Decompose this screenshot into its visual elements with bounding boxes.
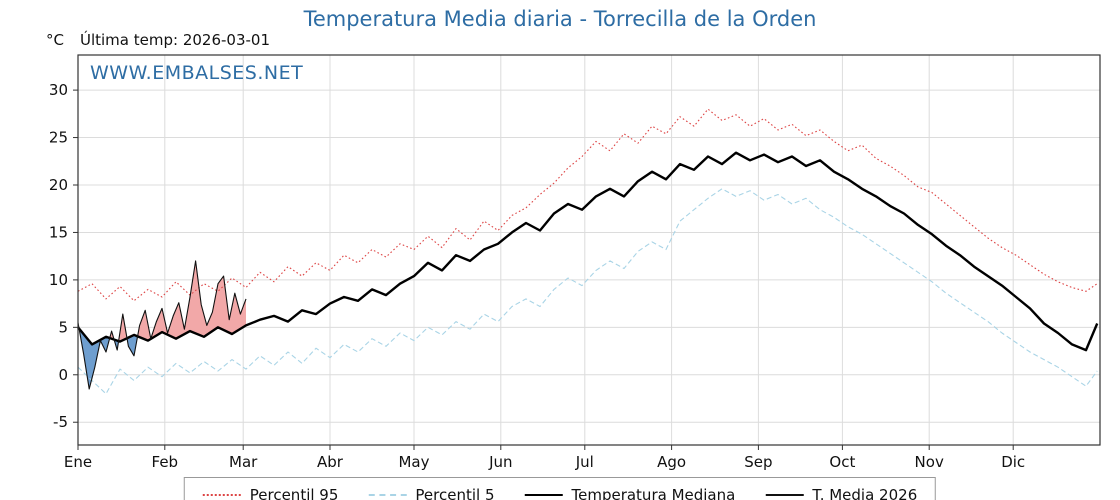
y-tick-label: 20	[49, 176, 68, 194]
legend-line-sample	[765, 494, 804, 496]
legend-line-sample	[202, 494, 241, 496]
legend-label: Temperatura Mediana	[571, 486, 736, 500]
legend-item-t-media-2026: T. Media 2026	[765, 486, 917, 500]
x-tick-label: Ene	[64, 453, 92, 471]
x-tick-label: Abr	[317, 453, 344, 471]
x-tick-label: Jun	[488, 453, 512, 471]
x-tick-label: Nov	[915, 453, 944, 471]
legend-line-sample	[368, 494, 407, 496]
x-tick-label: Dic	[1001, 453, 1025, 471]
x-tick-label: Oct	[829, 453, 855, 471]
y-tick-label: 30	[49, 81, 68, 99]
chart-title: Temperatura Media diaria - Torrecilla de…	[303, 7, 817, 31]
legend-item-temperatura-mediana: Temperatura Mediana	[524, 486, 735, 500]
watermark: WWW.EMBALSES.NET	[90, 62, 304, 84]
x-tick-label: Feb	[152, 453, 179, 471]
legend: Percentil 95 Percentil 5 Temperatura Media…	[183, 477, 937, 500]
y-tick-label: 15	[49, 223, 68, 241]
y-tick-label: 0	[58, 366, 68, 384]
last-temp-label: Última temp: 2026-03-01	[79, 31, 270, 49]
legend-line-sample	[524, 494, 563, 496]
y-tick-label: 5	[58, 318, 68, 336]
x-tick-label: Ago	[657, 453, 686, 471]
x-tick-label: May	[398, 453, 429, 471]
x-tick-label: Sep	[744, 453, 772, 471]
legend-label: Percentil 5	[415, 486, 495, 500]
legend-label: T. Media 2026	[812, 486, 918, 500]
chart-subheader: °C Última temp: 2026-03-01	[46, 31, 270, 49]
legend-label: Percentil 95	[249, 486, 339, 500]
legend-item-percentil-5: Percentil 5	[368, 486, 494, 500]
x-tick-label: Jul	[575, 453, 594, 471]
x-tick-label: Mar	[229, 453, 258, 471]
y-tick-label: 25	[49, 129, 68, 147]
y-axis-unit-label: °C	[46, 31, 64, 49]
y-tick-label: -5	[53, 413, 68, 431]
y-tick-label: 10	[49, 271, 68, 289]
legend-item-percentil-95: Percentil 95	[202, 486, 339, 500]
